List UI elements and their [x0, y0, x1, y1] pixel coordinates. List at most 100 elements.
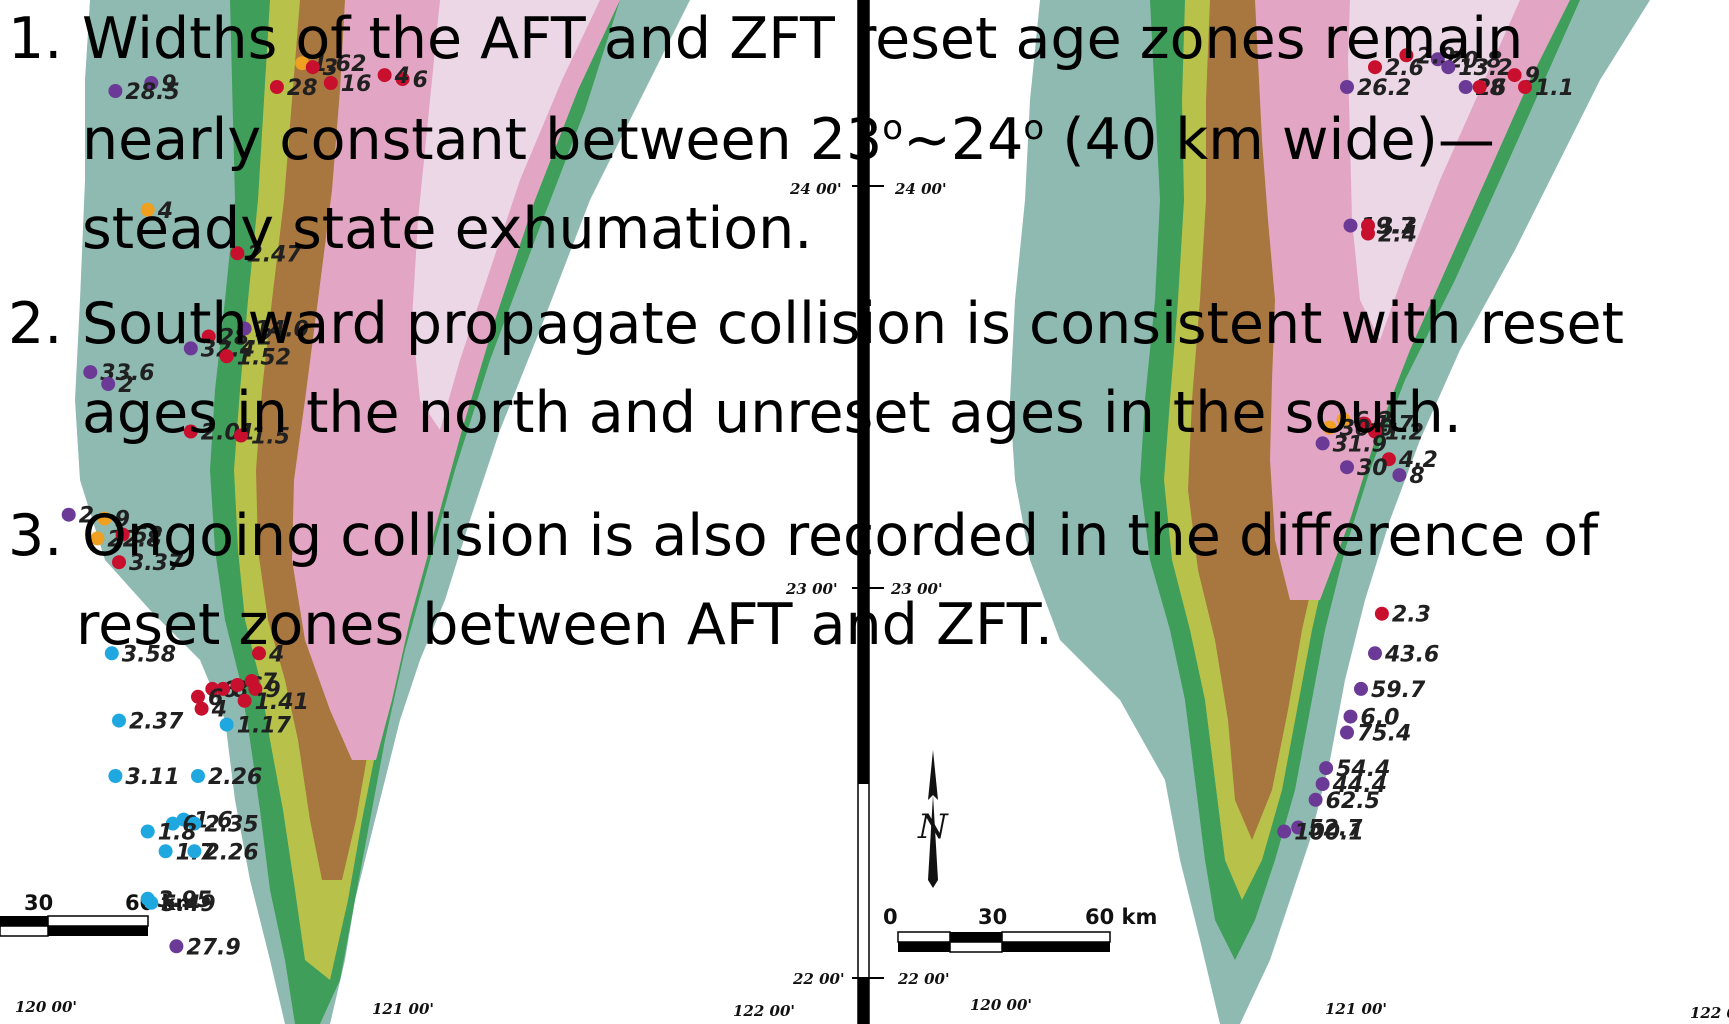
- zft-sample-dot-9: [1343, 218, 1358, 233]
- aft-sample-label-1: 3: [323, 56, 338, 81]
- zft-sample-dot-13: [1357, 416, 1372, 431]
- aft-sample-label-9: 2.47: [247, 242, 302, 267]
- aft-sample-dot-27: [230, 678, 245, 692]
- zft-sample-dot-1: [1399, 48, 1414, 63]
- aft-sample-dot-35: [108, 769, 123, 783]
- aft-sample-dot-21: [115, 527, 130, 542]
- aft-sample-label-30: 6: [208, 686, 223, 711]
- divider-bar-3: [858, 588, 869, 784]
- zft-sample-dot-6: [1340, 80, 1354, 94]
- aft-mountain-range: [292, 0, 620, 760]
- aft-sample-label-8: 4: [157, 199, 173, 224]
- zft-sample-dot-29: [1277, 824, 1292, 839]
- aft-scale-seg-3: [48, 926, 148, 936]
- aft-sample-dot-36: [191, 769, 205, 783]
- zft-sample-label-16: 31.9: [1333, 432, 1387, 457]
- aft-sample-dot-26: [216, 681, 231, 696]
- zft-sample-dot-3: [1368, 60, 1382, 75]
- zft-sample-dot-24: [1340, 725, 1354, 740]
- aft-sample-dot-9: [230, 246, 245, 261]
- zft-sample-dot-8: [1472, 80, 1487, 94]
- aft-sample-dot-14: [219, 349, 234, 364]
- aft-sample-dot-25: [205, 681, 220, 696]
- aft-sample-dot-34: [219, 717, 234, 732]
- aft-sample-label-24: 4: [268, 642, 284, 667]
- aft-scale-seg-4: [0, 925, 49, 937]
- aft-sample-dot-16: [183, 424, 198, 439]
- aft-sample-label-45: 27.9: [186, 935, 240, 960]
- aft-sample-dot-24: [252, 646, 266, 661]
- aft-sample-label-5: 28.5: [125, 80, 179, 105]
- zft-lon-122: 122 00': [1690, 1004, 1729, 1022]
- aft-sample-dot-7: [323, 76, 338, 90]
- aft-sample-dot-33: [112, 713, 126, 728]
- aft-sample-points: 1.62364928.5281642.4728.232.433.621.5214…: [61, 52, 428, 960]
- zft-sample-label-20: 2.3: [1392, 603, 1431, 628]
- aft-sample-label-33: 2.37: [129, 710, 184, 735]
- zft-lat-24: 24 00': [894, 180, 947, 198]
- aft-sample-dot-37: [176, 812, 191, 827]
- zft-sample-label-28: 52.7: [1308, 817, 1363, 842]
- aft-sample-label-17: 1.5: [251, 425, 290, 450]
- aft-lon-120: 120 00': [15, 998, 77, 1016]
- aft-sample-label-36: 2.26: [208, 765, 262, 790]
- zft-sample-dot-15: [1368, 424, 1382, 439]
- zft-sample-dot-17: [1381, 452, 1396, 467]
- zft-sample-dot-12: [1336, 412, 1351, 427]
- aft-sample-dot-30: [191, 689, 205, 704]
- zft-sample-label-27: 62.5: [1326, 789, 1380, 814]
- zft-lat-22: 22 00': [897, 970, 950, 988]
- aft-sample-dot-19: [97, 511, 112, 526]
- zft-sample-dot-7: [1458, 80, 1473, 94]
- aft-lat-22: 22 00': [792, 970, 845, 988]
- zft-sample-label-19: 8: [1409, 464, 1424, 489]
- zft-sample-dot-2: [1441, 60, 1456, 75]
- aft-lat-24: 24 00': [789, 180, 842, 198]
- zft-sample-dot-4: [1507, 68, 1522, 83]
- aft-lon-122: 122 00': [733, 1002, 795, 1020]
- map-divider: [852, 0, 884, 1024]
- coordinate-labels: 120 00' 121 00' 122 00' 24 00' 23 00' 22…: [15, 180, 1729, 1022]
- divider-bar-2: [858, 186, 869, 588]
- zft-scale-seg-1: [897, 931, 951, 943]
- aft-sample-dot-13: [101, 377, 116, 391]
- aft-summit-zone: [412, 0, 600, 430]
- aft-sample-dot-22: [112, 555, 126, 570]
- zft-sample-label-22: 59.7: [1371, 678, 1426, 703]
- zft-sample-label-23: 6.0: [1361, 706, 1400, 731]
- zft-scale-bar: 0 30 60 km: [883, 905, 1157, 953]
- aft-sample-label-40: 1.8: [158, 821, 197, 846]
- zft-scale-seg-3: [1001, 931, 1111, 943]
- zft-sample-dot-11: [1361, 226, 1375, 241]
- aft-sample-dot-12: [83, 365, 98, 380]
- aft-sample-dot-41: [158, 844, 173, 859]
- zft-sample-label-17: 4.2: [1398, 448, 1438, 473]
- aft-sample-dot-42: [187, 844, 202, 859]
- zft-sample-label-3: 2.6: [1385, 56, 1424, 81]
- zft-sample-points: 20.82.9 13.22.6 91.126.2 26819.73.32.46.21.…: [1277, 44, 1574, 846]
- zft-sample-dot-19: [1392, 468, 1407, 483]
- divider-bar-4: [858, 978, 869, 1024]
- aft-taiwan-relief: [75, 0, 690, 1024]
- zft-sample-label-10: 3.3: [1378, 215, 1417, 240]
- aft-lon-121: 121 00': [372, 1000, 434, 1018]
- aft-sample-dot-0: [295, 56, 310, 71]
- aft-sample-dot-18: [61, 507, 76, 522]
- zft-sample-label-5: 1.1: [1535, 76, 1574, 101]
- zft-sample-dot-18: [1340, 460, 1354, 475]
- aft-sample-label-4: 9: [161, 72, 176, 97]
- aft-sample-label-32: 1.41: [255, 690, 309, 715]
- zft-sample-label-14: 30.0: [1340, 417, 1394, 442]
- zft-sample-label-18: 30: [1357, 456, 1388, 481]
- zft-sample-dot-27: [1308, 792, 1323, 807]
- zft-sample-label-0: 20.8: [1448, 48, 1502, 73]
- aft-scale-seg-1: [0, 916, 48, 926]
- aft-sample-dot-6: [269, 80, 284, 94]
- zft-scale-seg-4: [898, 942, 950, 952]
- zft-sample-dot-25: [1319, 761, 1334, 776]
- zft-scale-seg-6: [1002, 942, 1110, 952]
- aft-sample-dot-2: [395, 72, 410, 87]
- aft-sample-label-14: 1.52: [237, 345, 291, 370]
